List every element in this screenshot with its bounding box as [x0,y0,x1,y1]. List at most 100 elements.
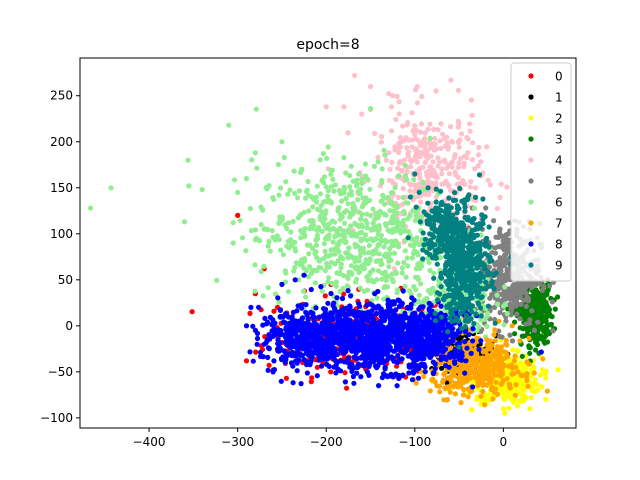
point-series-7-170 [505,354,511,360]
point-series-7-140 [437,389,443,395]
point-series-8-1164 [328,310,334,316]
point-series-8-7 [303,302,309,308]
point-series-8-1555 [457,353,463,359]
point-series-4-224 [417,149,423,155]
point-series-7-89 [458,400,464,406]
point-series-8-951 [383,309,389,315]
point-series-6-537 [340,256,346,262]
point-series-8-1240 [299,315,306,321]
point-series-6-687 [384,238,390,245]
point-series-8-1579 [410,311,416,317]
point-series-4-363 [359,111,365,117]
point-series-9-32 [484,235,490,241]
point-series-4-97 [467,128,473,134]
point-series-8-525 [350,308,356,314]
point-series-5-307 [511,282,517,288]
point-series-4-275 [428,153,434,159]
point-series-4-322 [392,147,398,153]
point-series-4-134 [408,163,414,170]
point-series-8-1186 [277,307,283,313]
point-series-6-893 [406,288,413,294]
point-series-3-156 [517,325,523,331]
point-series-4-221 [468,97,474,103]
point-series-4-346 [389,178,395,184]
point-series-0-106 [266,362,272,368]
point-series-4-269 [429,180,435,186]
point-series-6-555 [254,165,260,171]
point-series-8-1342 [327,332,333,338]
point-series-6-838 [504,311,510,317]
point-series-8-1038 [365,327,371,333]
point-series-4-289 [485,177,491,183]
point-series-8-313 [375,288,381,295]
point-series-0-94 [322,293,328,299]
point-series-6-207 [287,187,293,193]
point-series-6-195 [305,274,312,280]
point-series-8-1052 [381,332,387,338]
point-series-6-372 [370,267,376,273]
point-series-6-229 [357,230,363,236]
point-series-5-268 [497,333,503,340]
point-series-8-1099 [342,331,348,337]
point-series-6-125 [379,177,385,184]
point-series-6-572 [400,220,406,226]
point-series-0-18 [344,385,350,391]
point-series-6-908 [243,176,250,182]
point-series-6-685 [296,188,303,194]
point-series-7-223 [495,359,501,365]
point-series-6-591 [353,264,359,270]
point-series-6-546 [335,206,341,212]
point-series-6-629 [336,248,342,254]
point-series-8-1048 [332,307,338,313]
point-series-8-1272 [273,330,279,336]
point-series-8-981 [344,359,350,365]
point-series-7-349 [484,337,490,343]
point-series-8-747 [334,295,340,301]
point-series-3-283 [527,303,534,309]
point-series-8-1039 [382,358,388,364]
point-series-6-7 [285,289,291,295]
point-series-6-567 [276,220,282,226]
point-series-8-622 [327,354,334,360]
point-series-8-1045 [419,311,425,317]
point-series-6-52 [382,221,389,227]
point-series-6-902 [186,183,192,189]
point-series-6-621 [267,248,273,254]
point-series-6-333 [337,288,343,294]
point-series-3-59 [548,321,555,327]
point-series-7-305 [467,375,473,381]
point-series-8-1075 [351,365,357,371]
point-series-4-290 [424,148,431,154]
point-series-4-122 [432,135,438,141]
point-series-6-622 [295,195,301,201]
point-series-6-670 [393,217,400,223]
point-series-6-428 [349,192,355,198]
point-series-8-1294 [256,304,262,310]
point-series-8-1462 [387,335,393,341]
point-series-8-1562 [425,351,431,357]
point-series-8-1023 [374,336,381,342]
point-series-4-332 [447,124,454,130]
point-series-8-1577 [446,353,452,359]
point-series-7-84 [482,402,488,408]
point-series-6-455 [353,231,359,237]
point-series-8-463 [470,326,476,332]
point-series-6-302 [400,194,406,201]
point-series-6-474 [371,163,377,169]
point-series-6-341 [363,174,369,181]
point-series-6-668 [317,191,323,197]
point-series-7-402 [447,389,453,395]
point-series-8-1152 [290,380,296,386]
point-series-4-158 [472,166,478,172]
point-series-8-1323 [299,352,306,358]
point-series-8-1557 [427,335,433,342]
point-series-6-496 [413,266,419,272]
point-series-7-288 [413,380,419,386]
point-series-6-684 [363,195,369,201]
point-series-8-1308 [331,356,338,362]
point-series-8-506 [354,370,360,376]
point-series-6-623 [382,152,388,158]
point-series-8-696 [395,352,401,359]
point-series-6-444 [280,252,286,258]
point-series-8-1565 [430,370,436,377]
